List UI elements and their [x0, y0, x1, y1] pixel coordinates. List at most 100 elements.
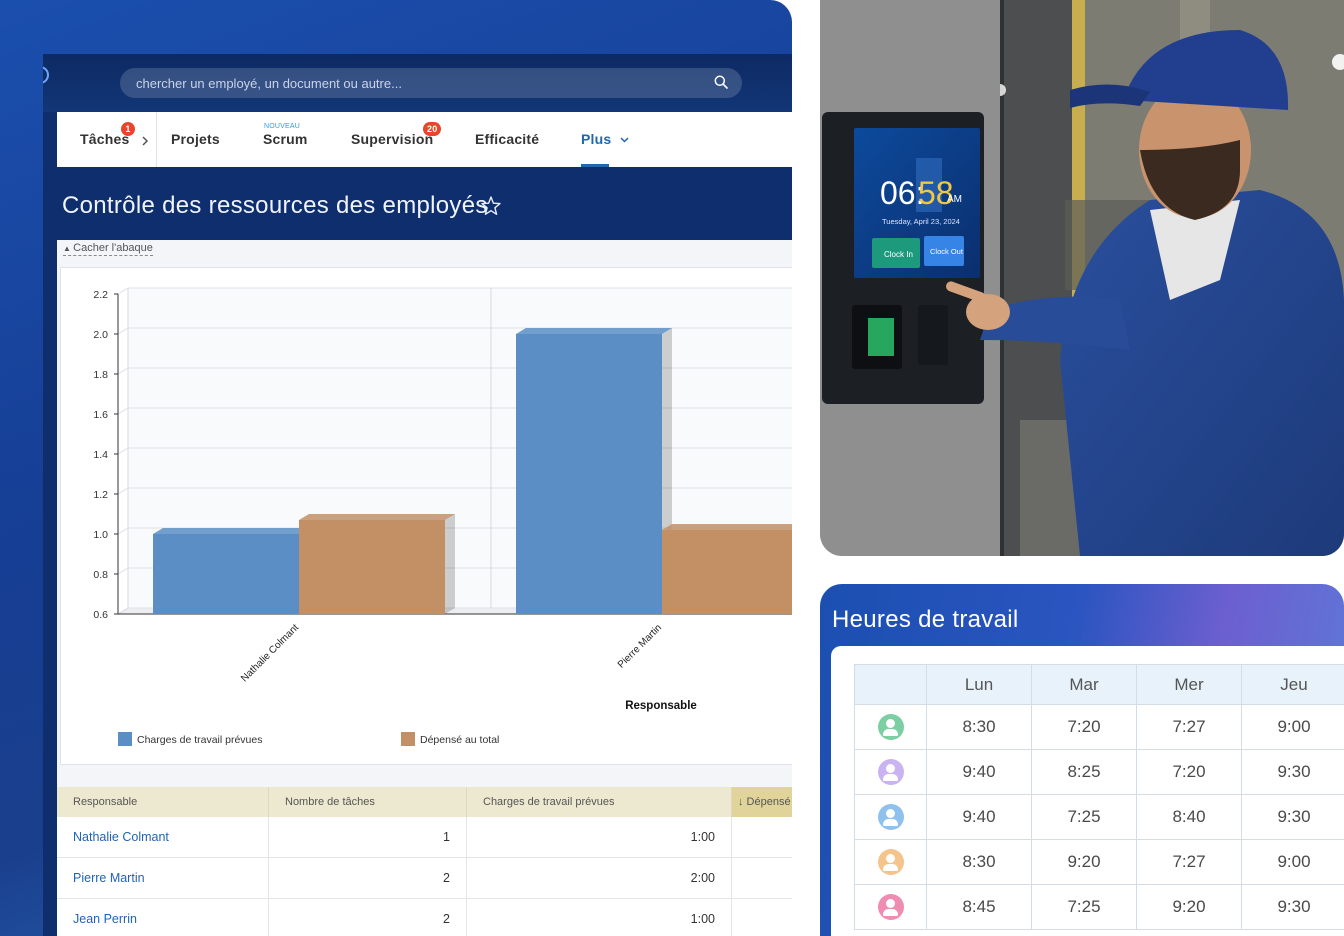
table-header: Responsable Nombre de tâches Charges de … [57, 787, 792, 817]
responsable-link[interactable]: Nathalie Colmant [57, 817, 269, 858]
responsable-link[interactable]: Pierre Martin [57, 858, 269, 899]
hours-cell: 9:30 [1241, 794, 1344, 840]
legend-label: Charges de travail prévues [137, 734, 262, 746]
hours-cell: 9:00 [1241, 839, 1344, 885]
hours-cell: 9:30 [1241, 749, 1344, 795]
tab-efficacite[interactable]: Efficacité [475, 112, 539, 167]
kiosk-minute: 58 [918, 175, 954, 211]
user-avatar-icon [877, 894, 904, 920]
y-tick-label: 1.4 [93, 449, 108, 461]
legend-swatch [401, 732, 415, 746]
task-count: 2 [269, 858, 467, 899]
search-input[interactable] [136, 68, 696, 98]
hours-cell: 9:40 [926, 749, 1032, 795]
day-header: Jeu [1241, 664, 1344, 705]
gridline-depth [117, 407, 129, 415]
new-tag: NOUVEAU [264, 123, 301, 130]
gridline-depth [117, 327, 129, 335]
work-hours-table: Lun Mar Mer Jeu 8:30 7:20 7:27 9:00 9:40… [854, 664, 1344, 930]
hours-cell: 7:20 [1031, 704, 1137, 750]
y-tick-label: 2.0 [93, 329, 108, 341]
bar-chart: 0.6 0.8 1.0 1.2 1.4 1.6 1.8 2.0 2.2 Nathalie Colm… [93, 287, 792, 746]
hours-cell: 9:20 [1136, 884, 1242, 930]
bar-side [445, 514, 455, 614]
tab-label: Plus [581, 131, 612, 147]
work-hours-card: Heures de travail Lun Mar Mer Jeu 8:30 7… [820, 584, 1344, 936]
user-avatar-icon [877, 804, 904, 830]
tab-label: Efficacité [475, 131, 540, 147]
gridline-depth [117, 367, 129, 375]
bar-top [299, 514, 455, 520]
tab-badge: 1 [121, 122, 135, 136]
hours-cell: 7:27 [1136, 839, 1242, 885]
hours-cell: 7:25 [1031, 794, 1137, 840]
hours-cell: 7:25 [1031, 884, 1137, 930]
top-bar [43, 54, 792, 112]
day-header: Mer [1136, 664, 1242, 705]
chevron-right-icon[interactable] [141, 136, 149, 146]
hide-chart-link[interactable]: ▲ Cacher l'abaque [63, 242, 153, 256]
content-area: ▲ Cacher l'abaque 0.6 0.8 1.0 1.2 1.4 1.6 1.8 2… [57, 240, 792, 936]
avatar-cell [854, 884, 927, 930]
y-tick-label: 1.0 [93, 529, 108, 541]
tab-label: Supervision [351, 131, 434, 147]
main-tabs: Tâches 1 Projets NOUVEAU Scrum Supervisi… [57, 112, 792, 167]
gridline-depth [117, 527, 129, 535]
tab-badge: 20 [423, 122, 442, 136]
column-header-responsable[interactable]: Responsable [57, 787, 269, 817]
table-header-row: Lun Mar Mer Jeu [854, 664, 1344, 705]
column-header-depense[interactable]: ↓ Dépensé [732, 787, 792, 817]
search-box[interactable] [120, 68, 742, 98]
user-avatar-icon [877, 714, 904, 740]
planned-load: 1:00 [467, 899, 732, 936]
user-avatar-icon [877, 759, 904, 785]
avatar-cell [854, 749, 927, 795]
column-header-nombre-taches[interactable]: Nombre de tâches [269, 787, 467, 817]
task-count: 2 [269, 899, 467, 936]
planned-load: 2:00 [467, 858, 732, 899]
bar [153, 534, 299, 614]
user-avatar-icon [877, 849, 904, 875]
tab-supervision[interactable]: Supervision 20 [351, 112, 442, 167]
day-header: Lun [926, 664, 1032, 705]
clock-in-label: Clock In [884, 250, 913, 259]
tab-scrum[interactable]: NOUVEAU Scrum [263, 112, 308, 167]
clock-in-button[interactable] [872, 238, 920, 268]
bar-top [153, 528, 309, 534]
worker-using-kiosk-illustration: 06: 58 AM Tuesday, April 23, 2024 Clock … [820, 0, 1344, 556]
tab-taches[interactable]: Tâches 1 [80, 112, 135, 167]
hours-cell: 8:25 [1031, 749, 1137, 795]
work-hours-panel: Lun Mar Mer Jeu 8:30 7:20 7:27 9:00 9:40… [831, 646, 1344, 936]
search-icon[interactable] [714, 75, 728, 89]
gridline-depth [117, 487, 129, 495]
star-icon[interactable] [480, 195, 502, 217]
y-tick-label: 1.2 [93, 489, 108, 501]
work-hours-title: Heures de travail [832, 606, 1019, 633]
avatar-cell [854, 839, 927, 885]
menu-circle-icon[interactable] [43, 66, 49, 84]
table-row[interactable]: Nathalie Colmant 1 1:00 [57, 817, 792, 858]
bar [299, 520, 445, 614]
page-title: Contrôle des ressources des employés [62, 192, 488, 219]
table-row[interactable]: Jean Perrin 2 1:00 [57, 899, 792, 936]
tab-plus[interactable]: Plus [581, 112, 629, 167]
y-tick-label: 0.6 [93, 609, 108, 621]
responsable-link[interactable]: Jean Perrin [57, 899, 269, 936]
gridline-depth [117, 447, 129, 455]
gridline-depth [117, 607, 129, 615]
column-header-charges[interactable]: Charges de travail prévues [467, 787, 732, 817]
tab-projets[interactable]: Projets [171, 112, 220, 167]
table-row: 9:40 7:25 8:40 9:30 [854, 794, 1344, 840]
day-header: Mar [1031, 664, 1137, 705]
task-count: 1 [269, 817, 467, 858]
table-row[interactable]: Pierre Martin 2 2:00 [57, 858, 792, 899]
clock-out-button[interactable] [924, 236, 964, 266]
hours-cell: 9:30 [1241, 884, 1344, 930]
hide-chart-label: Cacher l'abaque [73, 242, 153, 254]
bar-top [516, 328, 672, 334]
legend-swatch [118, 732, 132, 746]
x-tick-label: Nathalie Colmant [239, 622, 301, 684]
legend-label: Dépensé au total [420, 734, 499, 746]
avatar-cell [854, 794, 927, 840]
bar-top [662, 524, 792, 530]
